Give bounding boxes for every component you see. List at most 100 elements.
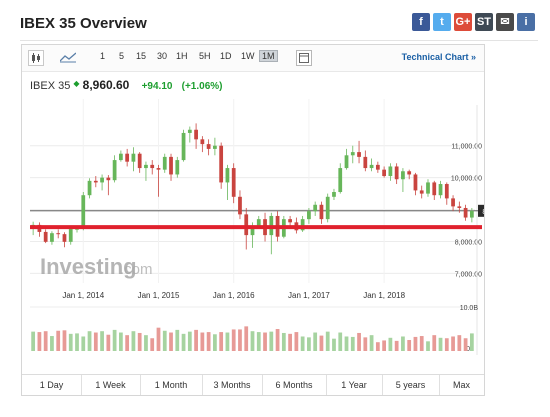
- volume-bar: [419, 336, 424, 351]
- volume-tick-label: 0: [466, 346, 470, 353]
- volume-bar: [288, 333, 292, 351]
- candle: [62, 234, 67, 242]
- timeframe-5[interactable]: 5: [119, 51, 125, 61]
- timeframe-1d[interactable]: 1D: [220, 51, 232, 61]
- candle: [413, 174, 418, 191]
- stocktwits-icon[interactable]: ST: [475, 13, 493, 31]
- candlestick-toggle-icon[interactable]: [28, 50, 44, 66]
- volume-bar: [313, 332, 318, 351]
- y-tick-label: 7,000.00: [455, 271, 482, 278]
- candle: [288, 219, 292, 223]
- timeframe-1w[interactable]: 1W: [241, 51, 255, 61]
- candle: [181, 132, 186, 161]
- range-3-months[interactable]: 3 Months: [202, 375, 263, 395]
- candle: [162, 156, 167, 170]
- volume-bar: [206, 332, 211, 351]
- y-tick-label: 8,000.00: [455, 239, 482, 246]
- candle: [313, 204, 318, 212]
- candle: [300, 219, 305, 231]
- candle: [238, 196, 242, 215]
- candle: [150, 164, 155, 169]
- candle: [75, 228, 79, 230]
- candle: [119, 153, 123, 161]
- timeframe-5h[interactable]: 5H: [199, 51, 211, 61]
- range-max[interactable]: Max: [452, 380, 470, 390]
- candle: [137, 153, 142, 169]
- candle: [250, 225, 255, 236]
- range-1-week[interactable]: 1 Week: [81, 375, 141, 395]
- candle: [112, 160, 117, 181]
- watermark-suffix: .com: [120, 261, 153, 278]
- candle: [307, 211, 311, 220]
- volume-bar: [457, 335, 462, 351]
- candle: [256, 219, 261, 226]
- timeframe-1m[interactable]: 1M: [259, 50, 278, 62]
- range-1-day[interactable]: 1 Day: [22, 375, 82, 395]
- candle: [50, 233, 54, 242]
- volume-bar: [426, 341, 430, 351]
- google-plus-icon[interactable]: G+: [454, 13, 472, 31]
- x-tick-label: Jan 1, 2018: [363, 291, 405, 300]
- email-icon[interactable]: ✉: [496, 13, 514, 31]
- range-6-months[interactable]: 6 Months: [262, 375, 327, 395]
- candle: [43, 231, 48, 242]
- volume-bar: [338, 332, 343, 351]
- volume-bar: [388, 337, 393, 351]
- candle: [357, 152, 361, 157]
- quote-line: IBEX 35 ◆ 8,960.60 +94.10 (+1.06%): [30, 78, 223, 92]
- candle: [388, 166, 393, 177]
- volume-bar: [413, 336, 418, 351]
- price-chart[interactable]: 11,000.00 10,000.00 8,000.00 7,000.00 Jan 1,…: [22, 45, 484, 374]
- volume-bar: [219, 332, 224, 351]
- volume-bar: [256, 332, 261, 351]
- candle: [106, 177, 111, 181]
- volume-bar: [444, 338, 449, 351]
- volume-bar: [75, 333, 79, 351]
- volume-bar: [469, 333, 474, 351]
- volume-bar: [181, 333, 186, 351]
- chart-widget: 1 5 15 30 1H 5H 1D 1W 1M Technical Chart » IBEX …: [21, 44, 485, 396]
- volume-bar: [275, 329, 280, 351]
- range-1-year[interactable]: 1 Year: [326, 375, 383, 395]
- range-1-month[interactable]: 1 Month: [140, 375, 203, 395]
- volume-bar: [281, 332, 286, 351]
- volume-bar: [250, 331, 255, 351]
- volume-bar: [81, 336, 86, 351]
- candle: [401, 171, 405, 180]
- timeframe-1h[interactable]: 1H: [176, 51, 188, 61]
- current-price-box: [478, 204, 484, 217]
- volume-bar: [375, 342, 380, 351]
- facebook-icon[interactable]: f: [412, 13, 430, 31]
- volume-bar: [432, 335, 437, 351]
- volume-bar: [112, 329, 117, 351]
- volume-bar: [43, 331, 48, 351]
- volume-bar: [169, 332, 173, 351]
- timeframe-30[interactable]: 30: [157, 51, 168, 61]
- volume-bar: [363, 337, 368, 351]
- mountain-chart-icon[interactable]: [60, 51, 76, 63]
- range-5-years[interactable]: 5 years: [382, 375, 440, 395]
- volume-bar: [319, 335, 324, 351]
- volume-bar: [369, 335, 374, 351]
- twitter-icon[interactable]: t: [433, 13, 451, 31]
- volume-bar: [62, 330, 67, 351]
- candle: [175, 160, 180, 175]
- volume-bar: [93, 332, 98, 351]
- range-selector: 1 Day 1 Week 1 Month 3 Months 6 Months 1 Year…: [22, 374, 484, 395]
- volume-bar: [300, 336, 305, 351]
- volume-bar: [131, 331, 136, 351]
- info-icon[interactable]: i: [517, 13, 535, 31]
- volume-bar: [144, 335, 148, 351]
- timeframe-1[interactable]: 1: [100, 51, 106, 61]
- x-tick-label: Jan 1, 2015: [138, 291, 180, 300]
- x-tick-label: Jan 1, 2014: [62, 291, 104, 300]
- candle: [350, 152, 355, 156]
- volume-bar: [31, 331, 36, 351]
- current-price-label: 8,960.60: [482, 209, 484, 216]
- candle: [244, 214, 249, 236]
- settings-panel-icon[interactable]: [296, 50, 312, 66]
- volume-bar: [156, 327, 161, 351]
- volume-bar: [438, 337, 443, 351]
- timeframe-15[interactable]: 15: [136, 51, 147, 61]
- technical-chart-link[interactable]: Technical Chart »: [401, 52, 476, 62]
